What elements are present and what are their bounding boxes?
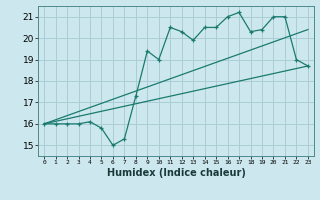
X-axis label: Humidex (Indice chaleur): Humidex (Indice chaleur) bbox=[107, 168, 245, 178]
